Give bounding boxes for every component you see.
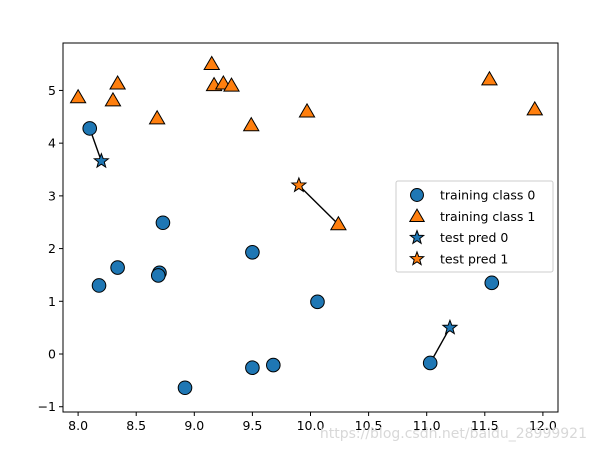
- x-tick-label: 9.5: [242, 418, 262, 433]
- training-class-1-point: [329, 215, 347, 231]
- y-tick-label: −1: [38, 399, 56, 414]
- legend-marker-test-pred-0: [408, 229, 426, 245]
- training-class-0-point: [155, 215, 171, 231]
- legend-box: [395, 180, 554, 273]
- legend-marker-training-class-1: [408, 208, 426, 222]
- x-tick-label: 8.0: [68, 418, 88, 433]
- y-axis: −1 0 1 2 3 4 5: [38, 83, 63, 414]
- x-tick-label: 11.5: [471, 418, 499, 433]
- training-class-0-point: [110, 260, 125, 275]
- y-tick-label: 0: [48, 347, 56, 362]
- training-class-0-point: [150, 268, 166, 283]
- training-class-0-point: [266, 357, 281, 373]
- training-class-0-point: [484, 275, 500, 291]
- training-class-0-point: [310, 294, 325, 310]
- y-tick-label: 2: [48, 241, 56, 256]
- training-class-0-point: [177, 380, 193, 396]
- x-axis: 8.0 8.5 9.0 9.5 10.0 10.5 11.0 11.5 12.0: [68, 412, 557, 433]
- x-tick-label: 10.0: [297, 418, 325, 433]
- training-class-1-point: [480, 70, 498, 86]
- training-class-0-point: [82, 121, 98, 136]
- legend-marker-test-pred-1: [408, 250, 426, 266]
- training-class-0-point: [245, 244, 260, 260]
- x-tick-label: 11.0: [413, 418, 441, 433]
- x-tick-label: 8.5: [126, 418, 146, 433]
- y-tick-label: 5: [48, 83, 56, 98]
- training-class-1-point: [242, 116, 260, 132]
- legend-label-test-pred-0: test pred 0: [440, 230, 508, 245]
- legend-label-training-class-1: training class 1: [440, 209, 535, 224]
- training-class-0-point: [422, 355, 438, 371]
- legend-label-test-pred-1: test pred 1: [440, 251, 508, 266]
- neighbor-line: [298, 184, 339, 225]
- training-class-1-point: [69, 88, 87, 104]
- test-pred-1-point: [290, 176, 308, 193]
- watermark-text: https://blog.csdn.net/baidu_28999921: [320, 426, 587, 442]
- test-pred-0-point: [92, 152, 110, 169]
- legend-marker-training-class-0: [410, 188, 424, 202]
- training-class-1-point: [526, 100, 544, 116]
- training-class-1-point: [148, 109, 166, 125]
- y-tick-label: 1: [48, 294, 56, 309]
- training-class-1-point: [298, 102, 316, 118]
- training-class-0-point: [91, 278, 107, 293]
- x-tick-label: 9.0: [184, 418, 204, 433]
- training-class-1-point: [104, 91, 122, 107]
- x-tick-label: 12.0: [529, 418, 557, 433]
- legend-label-training-class-0: training class 0: [440, 188, 535, 203]
- training-class-0-point: [245, 360, 260, 376]
- y-tick-label: 4: [48, 136, 56, 151]
- training-class-1-point: [223, 77, 240, 92]
- test-pred-0-point: [441, 318, 459, 335]
- y-tick-label: 3: [48, 188, 56, 203]
- training-class-1-point: [203, 55, 221, 71]
- legend: training class 0 training class 1 test pre…: [395, 180, 554, 273]
- training-class-1-point: [109, 74, 127, 90]
- x-tick-label: 10.5: [355, 418, 383, 433]
- data-points: [69, 55, 544, 396]
